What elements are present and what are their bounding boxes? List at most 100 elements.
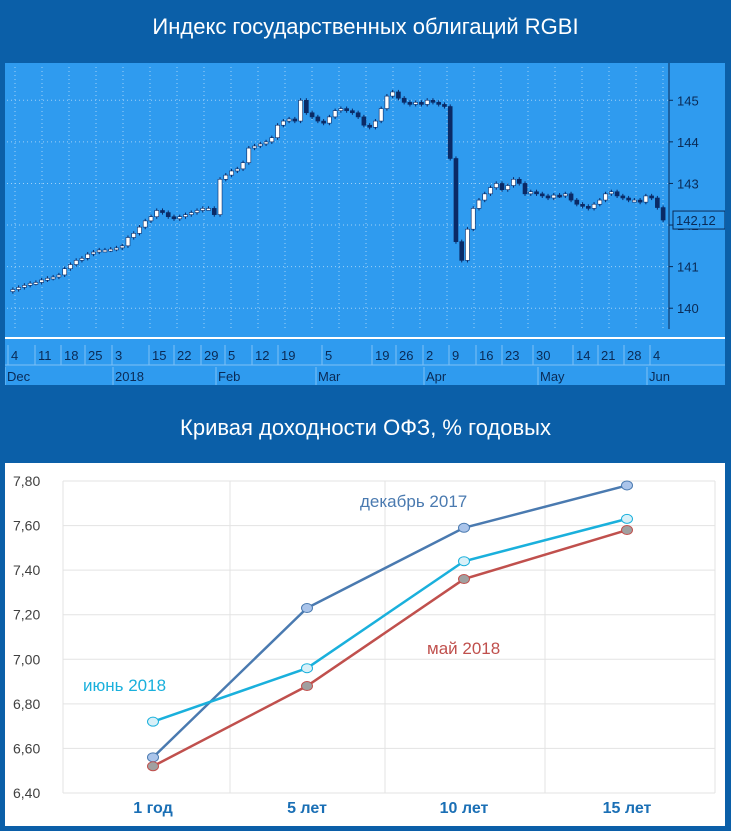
candle-body	[332, 110, 338, 118]
candle-body	[258, 143, 263, 147]
candle-body	[206, 208, 211, 211]
series-point	[621, 480, 633, 491]
y-tick-label: 7,40	[13, 562, 40, 578]
candle-body	[499, 183, 505, 190]
y-tick-label: 145	[677, 93, 699, 108]
candle-body	[102, 249, 108, 253]
candle-body	[597, 199, 603, 205]
candle-body	[660, 207, 666, 221]
y-tick-label: 141	[677, 260, 699, 275]
rgbi-axes: 140141142143144145142,124111825315222951…	[5, 63, 725, 385]
candle-body	[91, 251, 96, 255]
candle-body	[263, 141, 269, 145]
series-point	[458, 556, 470, 567]
candle-body	[304, 99, 309, 114]
candle-body	[350, 110, 355, 114]
candle-body	[390, 91, 395, 97]
x-month-label: Dec	[7, 369, 31, 384]
candle-body	[620, 195, 626, 199]
x-day-label: 9	[452, 348, 459, 363]
last-value-label: 142,12	[676, 213, 716, 228]
y-tick-label: 7,20	[13, 607, 40, 623]
candle-body	[436, 102, 442, 105]
x-day-label: 3	[115, 348, 122, 363]
candle-body	[194, 210, 200, 213]
candle-body	[142, 220, 148, 228]
series-point	[458, 574, 470, 585]
series-line	[152, 517, 628, 723]
candle-body	[539, 193, 545, 197]
x-month-label: Mar	[318, 369, 341, 384]
candle-body	[396, 91, 401, 99]
candle-body	[442, 104, 447, 107]
candle-body	[10, 289, 16, 292]
x-month-label: Feb	[218, 369, 240, 384]
x-day-label: 23	[505, 348, 519, 363]
candle-body	[643, 195, 649, 203]
candle-body	[56, 274, 62, 278]
candle-body	[545, 195, 551, 199]
candle-body	[125, 237, 131, 247]
candle-body	[586, 206, 591, 209]
candle-body	[470, 208, 476, 230]
x-day-label: 14	[576, 348, 590, 363]
candle-body	[68, 264, 73, 269]
candle-body	[516, 178, 522, 184]
x-day-label: 16	[479, 348, 493, 363]
candle-body	[62, 268, 67, 276]
candle-body	[240, 162, 246, 170]
candle-body	[286, 118, 292, 122]
x-day-label: 30	[536, 348, 550, 363]
candle-body	[580, 203, 585, 207]
candle-body	[73, 260, 79, 265]
candle-body	[534, 191, 539, 195]
candle-body	[223, 174, 229, 180]
candle-body	[557, 194, 562, 198]
candle-body	[229, 170, 234, 176]
y-tick-label: 7,60	[13, 518, 40, 534]
candle-body	[562, 193, 568, 197]
series-label: декабрь 2017	[360, 492, 467, 511]
x-category-label: 5 лет	[287, 800, 327, 817]
candle-body	[309, 112, 315, 118]
series-label: июнь 2018	[83, 676, 166, 695]
candle-body	[171, 216, 177, 220]
series-point	[147, 761, 159, 772]
candle-body	[281, 120, 286, 126]
candle-body	[649, 195, 654, 199]
candle-body	[200, 208, 206, 211]
series-point	[621, 513, 633, 524]
series-label: май 2018	[427, 639, 500, 658]
y-tick-label: 7,00	[13, 651, 40, 667]
bottom-chart-banner-title: Кривая доходности ОФЗ, % годовых	[180, 415, 551, 440]
x-day-label: 5	[228, 348, 235, 363]
candle-body	[401, 97, 407, 103]
x-category-label: 1 год	[133, 800, 173, 817]
candle-body	[493, 183, 499, 188]
candle-body	[160, 210, 165, 213]
candle-body	[505, 185, 511, 190]
candle-body	[315, 116, 321, 122]
x-month-label: May	[540, 369, 565, 384]
candle-body	[361, 116, 367, 126]
candle-body	[459, 241, 465, 261]
series-line	[152, 528, 628, 768]
series-point	[301, 681, 313, 692]
x-day-label: 22	[177, 348, 191, 363]
candle-body	[632, 199, 637, 203]
candle-body	[22, 285, 27, 288]
candle-body	[465, 228, 470, 261]
x-month-label: Jun	[649, 369, 670, 384]
x-day-label: 26	[399, 348, 413, 363]
candle-body	[355, 112, 361, 118]
y-tick-label: 144	[677, 135, 699, 150]
series-point	[301, 663, 313, 674]
candle-body	[424, 99, 430, 105]
candle-body	[275, 124, 280, 138]
candle-body	[626, 197, 631, 201]
candle-body	[252, 145, 257, 149]
candle-body	[609, 191, 614, 195]
ofz-yield-curve-chart: 6,40 6,60 6,80 7,00 7,20 7,40 7,60 7,80 1 год 5 л…	[13, 473, 716, 817]
candle-body	[419, 102, 424, 105]
candle-body	[568, 193, 574, 201]
